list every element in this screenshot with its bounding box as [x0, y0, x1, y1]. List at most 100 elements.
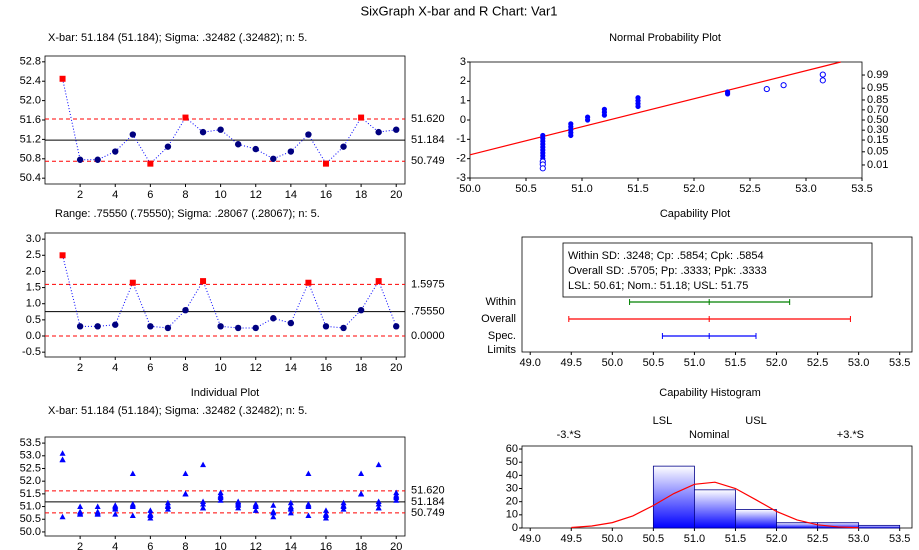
prob-point — [568, 132, 574, 139]
point — [357, 306, 365, 314]
y-tick-label: 3.0 — [26, 233, 41, 245]
observation — [147, 507, 154, 513]
observation — [147, 514, 154, 521]
capability-note: Overall SD: .5705; Pp: .3333; Ppk: .3333 — [568, 265, 767, 277]
observation — [358, 490, 365, 497]
observation — [322, 507, 329, 513]
observation — [375, 461, 382, 468]
point — [252, 145, 259, 153]
y-tick-label: 30 — [506, 482, 518, 494]
control-limit-label: 51.184 — [411, 134, 445, 146]
observation — [375, 504, 382, 511]
point — [375, 128, 382, 136]
x-tick-label: 51.5 — [725, 533, 746, 545]
plot-frame — [44, 232, 406, 358]
observation — [252, 507, 259, 513]
y-tick-label: 1 — [460, 95, 466, 107]
y-tick-label: 1.0 — [26, 298, 41, 310]
chart-title: Individual Plot — [191, 387, 260, 399]
x-tick-label: 52.5 — [739, 183, 760, 195]
observation — [182, 490, 189, 497]
y2-tick-label: 0.50 — [867, 114, 888, 126]
chart-title: Capability Plot — [660, 208, 730, 220]
observation — [270, 513, 277, 520]
chart-subtitle: X-bar: 51.184 (51.184); Sigma: .32482 (.… — [48, 32, 307, 44]
x-tick-label: 50.0 — [602, 533, 623, 545]
x-tick-label: 8 — [182, 362, 188, 374]
observation — [112, 506, 119, 512]
observation — [217, 497, 224, 503]
point — [234, 324, 242, 332]
alarm-point — [129, 279, 136, 286]
main-title: SixGraph X-bar and R Chart: Var1 — [360, 3, 557, 18]
y-tick-label: 2.5 — [26, 249, 41, 261]
spec-marker-label: Nominal — [689, 429, 729, 441]
point — [182, 306, 189, 314]
normal-curve — [571, 481, 859, 529]
y2-tick-label: 0.95 — [867, 82, 888, 94]
y2-tick-label: 0.85 — [867, 94, 888, 106]
prob-point-hollow — [819, 77, 826, 84]
x-tick-label: 52.0 — [766, 357, 787, 369]
y-tick-label: 20 — [506, 496, 518, 508]
y2-tick-label: 0.01 — [867, 159, 888, 171]
plot-frame — [44, 436, 406, 537]
y-tick-label: -2 — [456, 153, 466, 165]
hist-bar — [735, 509, 777, 529]
observation — [270, 502, 277, 508]
x-tick-label: 10 — [214, 189, 226, 201]
control-limit-label: 50.749 — [411, 155, 445, 167]
control-limit-label: 50.749 — [411, 507, 445, 519]
y-tick-label: 52.5 — [20, 462, 41, 474]
observation — [182, 470, 189, 477]
y-tick-label: 50.4 — [20, 172, 41, 184]
y-tick-label: 51.5 — [20, 488, 41, 500]
prob-point — [585, 114, 591, 120]
x-tick-label: 2 — [77, 189, 83, 201]
observation — [129, 512, 136, 518]
point — [393, 126, 400, 133]
y-tick-label: -0.5 — [22, 346, 41, 358]
point — [287, 319, 295, 327]
y-tick-label: 52.0 — [20, 475, 41, 487]
point — [112, 148, 119, 155]
point — [217, 126, 224, 133]
hist-bar — [652, 465, 695, 529]
observation — [59, 456, 66, 463]
x-tick-label: 14 — [285, 541, 297, 550]
y-tick-label: 10 — [506, 509, 518, 521]
x-tick-label: 4 — [112, 541, 118, 550]
observation — [305, 503, 312, 510]
point — [322, 323, 330, 330]
x-tick-label: 51.5 — [627, 183, 648, 195]
prob-point-hollow — [539, 165, 546, 172]
y-tick-label: 2.0 — [26, 265, 41, 277]
control-limit-label: 51.620 — [411, 113, 445, 125]
observation — [252, 503, 259, 510]
point — [164, 324, 172, 332]
spec-marker-label: LSL — [653, 415, 673, 427]
x-tick-label: 53.5 — [889, 533, 910, 545]
control-limit-label: 1.5975 — [411, 278, 445, 290]
observation — [129, 503, 136, 510]
x-tick-label: 18 — [355, 189, 367, 201]
alarm-point — [375, 278, 382, 285]
series-line — [62, 78, 397, 165]
observation — [358, 470, 365, 477]
x-tick-label: 8 — [182, 541, 188, 550]
observation — [305, 512, 312, 518]
prob-point — [725, 89, 731, 95]
point — [340, 143, 347, 150]
point — [234, 141, 242, 148]
x-tick-label: 49.5 — [561, 533, 582, 545]
x-tick-label: 2 — [77, 362, 83, 374]
x-tick-label: 16 — [320, 362, 332, 374]
observation — [200, 461, 207, 468]
x-tick-label: 49.0 — [519, 357, 540, 369]
x-tick-label: 20 — [390, 189, 402, 201]
observation — [77, 503, 84, 510]
y-tick-label: 52.4 — [20, 75, 41, 87]
row-label: Within — [485, 296, 516, 308]
observation — [77, 511, 84, 517]
